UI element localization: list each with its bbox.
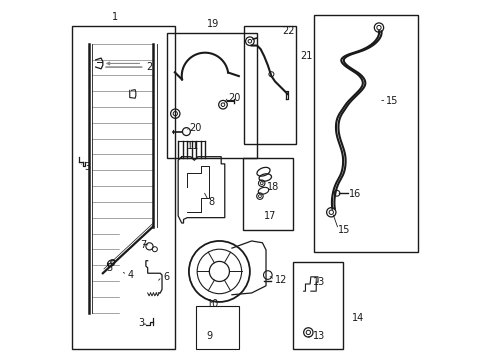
Bar: [242, 158, 292, 230]
Text: 9: 9: [206, 331, 213, 341]
Bar: [196, 306, 239, 348]
Text: 5: 5: [106, 263, 112, 273]
Text: 2: 2: [145, 62, 152, 72]
Bar: [314, 15, 418, 252]
Text: 6: 6: [163, 272, 170, 282]
Bar: [72, 26, 174, 348]
Bar: [167, 33, 257, 158]
Text: 15: 15: [386, 96, 398, 106]
Text: 13: 13: [312, 277, 324, 287]
Bar: [292, 262, 343, 348]
Text: 8: 8: [208, 197, 214, 207]
Text: 4: 4: [128, 270, 134, 280]
Bar: [244, 26, 296, 144]
Text: 19: 19: [206, 19, 219, 29]
Text: 15: 15: [337, 225, 349, 235]
Text: 3: 3: [139, 319, 144, 328]
Text: 20: 20: [228, 93, 240, 103]
Text: 12: 12: [274, 275, 287, 285]
Text: 14: 14: [351, 313, 364, 323]
Text: 18: 18: [266, 182, 279, 192]
Text: 13: 13: [312, 331, 324, 341]
Text: 21: 21: [300, 51, 312, 61]
Text: 7: 7: [140, 239, 146, 249]
Text: 16: 16: [348, 189, 360, 199]
Text: 1: 1: [112, 12, 118, 22]
Text: 17: 17: [264, 211, 276, 221]
Text: 20: 20: [188, 123, 201, 133]
Text: 11: 11: [187, 141, 199, 151]
Text: 3: 3: [83, 162, 90, 172]
Text: 10: 10: [206, 299, 219, 309]
Text: 22: 22: [282, 26, 294, 36]
